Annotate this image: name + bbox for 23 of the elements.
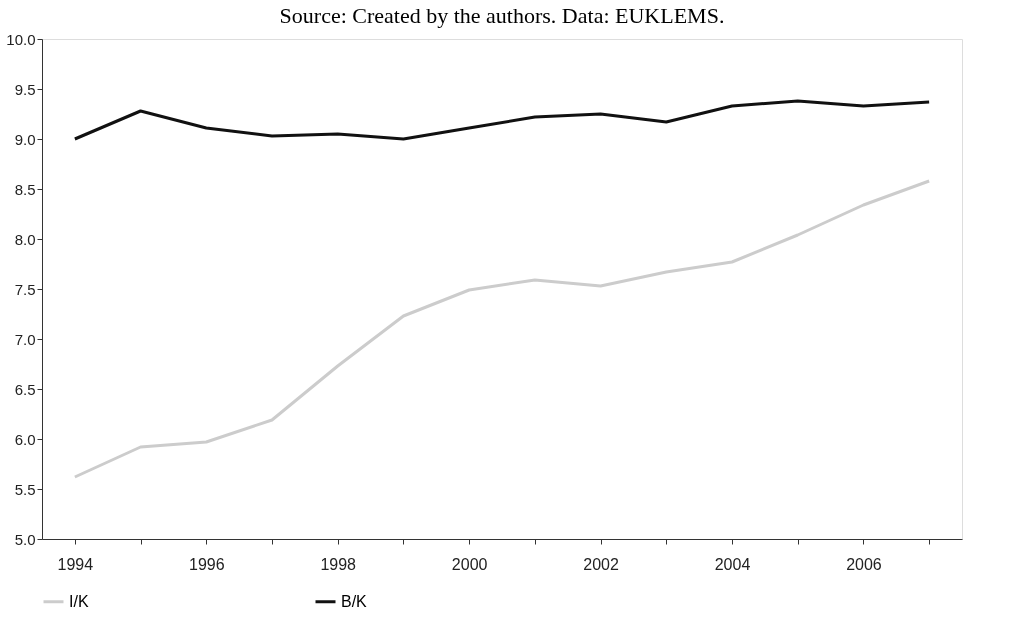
line-series (73, 179, 931, 479)
x-tick-label: 1994 (57, 555, 94, 573)
x-tick-label: 2004 (714, 555, 751, 573)
y-tick-label: 5.0 (14, 530, 36, 548)
y-tick-label: 6.0 (14, 430, 36, 448)
legend-label: B/K (341, 592, 368, 610)
x-tick-label: 1996 (188, 555, 225, 573)
y-tick-label: 9.0 (14, 130, 36, 148)
y-tick-label: 10.0 (6, 30, 36, 48)
x-tick-label: 2000 (451, 555, 488, 573)
y-tick-label: 6.5 (14, 380, 36, 398)
y-tick-label: 8.5 (14, 180, 36, 198)
y-tick-label: 7.5 (14, 280, 36, 298)
y-tick-label: 7.0 (14, 330, 36, 348)
line-series (73, 99, 931, 141)
x-tick-label: 2006 (846, 555, 882, 573)
y-tick-label: 8.0 (14, 230, 36, 248)
x-tick-label: 2002 (583, 555, 619, 573)
legend-label: I/K (69, 592, 89, 610)
y-tick-label: 9.5 (14, 80, 36, 98)
y-tick-label: 5.5 (14, 480, 36, 498)
x-tick-label: 1998 (320, 555, 357, 573)
source-note: Source: Created by the authors. Data: EUKLEMS. (279, 3, 725, 28)
